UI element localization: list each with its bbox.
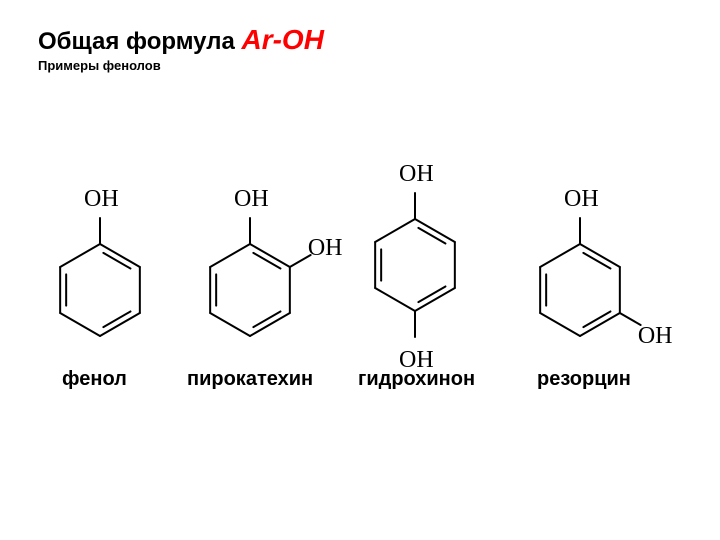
caption-phenol: фенол	[62, 368, 127, 391]
title-prefix: Общая формула	[38, 28, 241, 55]
oh-label: OH	[638, 323, 673, 350]
page-title: Общая формула Ar-OH	[38, 24, 324, 56]
oh-label: OH	[234, 186, 269, 213]
caption-hydroquinone: гидрохинон	[358, 368, 475, 391]
oh-label: OH	[399, 161, 434, 188]
title-formula: Ar-OH	[241, 24, 323, 55]
oh-label: OH	[84, 186, 119, 213]
caption-pyrocatechol: пирокатехин	[187, 368, 313, 391]
structure-pyrocatechol	[160, 180, 340, 400]
page-subtitle: Примеры фенолов	[38, 58, 161, 73]
slide-root: { "heading": { "prefix": "Общая формула …	[0, 0, 720, 540]
oh-label: OH	[564, 186, 599, 213]
caption-resorcinol: резорцин	[537, 368, 631, 391]
structure-hydroquinone	[325, 155, 505, 375]
structure-resorcinol	[490, 180, 670, 400]
